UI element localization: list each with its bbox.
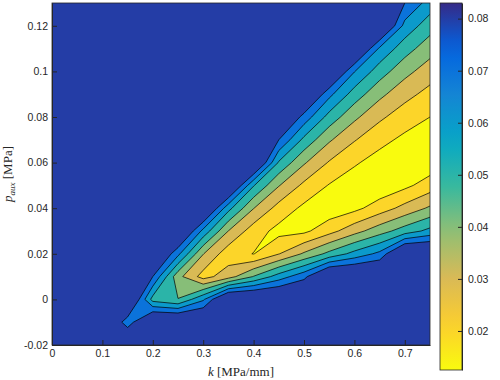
x-tick-label: 0.5 <box>297 347 312 359</box>
y-tick: 0 <box>42 293 57 305</box>
colorbar <box>440 3 462 370</box>
colorbar-tick-label: 0.05 <box>468 169 489 181</box>
y-axis-title: paux [MPa] <box>0 146 17 203</box>
y-axis-subscript: aux <box>7 182 17 195</box>
y-tick-label: 0 <box>42 293 48 305</box>
y-axis: -0.02 0 0.02 0.04 0.06 0.08 0.1 0.12 <box>24 4 57 351</box>
colorbar-tick-mark <box>458 175 462 176</box>
y-tick: -0.02 <box>24 339 57 351</box>
colorbar-tick: 0.02 <box>458 325 489 337</box>
contour-level <box>52 3 430 345</box>
colorbar-tick-mark <box>458 123 462 124</box>
y-tick-label: 0.04 <box>28 202 49 214</box>
x-tick-label: 0.6 <box>348 347 363 359</box>
x-tick-label: 0.7 <box>398 347 413 359</box>
colorbar-tick-label: 0.03 <box>468 273 489 285</box>
y-tick-mark <box>52 117 57 118</box>
colorbar-tick-label: 0.06 <box>468 117 489 129</box>
x-tick-label: 0.2 <box>146 347 161 359</box>
contour-area <box>52 3 430 345</box>
y-tick: 0.12 <box>28 20 57 32</box>
y-tick: 0.06 <box>28 156 57 168</box>
colorbar-tick-label: 0.07 <box>468 65 489 77</box>
colorbar-tick-label: 0.08 <box>468 12 489 24</box>
y-tick: 0.04 <box>28 202 57 214</box>
colorbar-tick-label: 0.02 <box>468 325 489 337</box>
contour-level <box>52 3 430 345</box>
x-axis-line <box>53 345 431 346</box>
colorbar-tick-label: 0.04 <box>468 221 489 233</box>
x-tick: 0.6 <box>348 340 363 359</box>
x-tick-label: 0.4 <box>247 347 262 359</box>
y-tick-label: 0.06 <box>28 156 49 168</box>
x-tick-mark <box>304 340 305 345</box>
x-tick: 0.2 <box>146 340 161 359</box>
x-axis-unit: [MPa/mm] <box>214 364 274 379</box>
colorbar-axis: 0.02 0.03 0.04 0.05 0.06 0.07 0.08 <box>458 4 489 371</box>
y-tick-label: 0.12 <box>28 20 49 32</box>
colorbar-tick: 0.08 <box>458 12 489 24</box>
colorbar-tick-mark <box>458 19 462 20</box>
contour-level <box>52 3 430 345</box>
colorbar-tick: 0.03 <box>458 273 489 285</box>
y-tick-mark <box>52 208 57 209</box>
contour-level <box>52 3 430 345</box>
x-tick-mark <box>153 340 154 345</box>
x-tick-mark <box>203 340 204 345</box>
x-tick: 0.4 <box>247 340 262 359</box>
colorbar-tick-mark <box>458 279 462 280</box>
colorbar-axis-line <box>462 4 463 371</box>
x-axis-title: k [MPa/mm] <box>208 364 274 379</box>
y-tick-label: 0.08 <box>28 111 49 123</box>
y-tick-label: 0.1 <box>33 65 48 77</box>
y-tick-mark <box>52 71 57 72</box>
plot-frame <box>52 3 430 345</box>
colorbar-tick: 0.04 <box>458 221 489 233</box>
x-tick-label: 0.1 <box>96 347 111 359</box>
x-tick: 0.1 <box>96 340 111 359</box>
colorbar-tick: 0.05 <box>458 169 489 181</box>
y-axis-unit: [MPa] <box>0 146 15 182</box>
y-tick-mark <box>52 345 57 346</box>
x-tick-mark <box>254 340 255 345</box>
x-tick-mark <box>354 340 355 345</box>
contour-level <box>52 3 430 345</box>
y-tick-label: 0.02 <box>28 248 49 260</box>
colorbar-tick-mark <box>458 227 462 228</box>
y-tick-mark <box>52 26 57 27</box>
contour-level <box>52 3 430 345</box>
x-tick-label: 0.3 <box>196 347 211 359</box>
x-tick-label: 0 <box>50 347 56 359</box>
x-tick-mark <box>405 340 406 345</box>
y-tick: 0.08 <box>28 111 57 123</box>
y-tick-mark <box>52 254 57 255</box>
x-axis: 0 0.1 0.2 0.3 0.4 0.5 0.6 0.7 <box>50 340 431 359</box>
y-tick-mark <box>52 299 57 300</box>
y-tick-mark <box>52 163 57 164</box>
colorbar-tick: 0.06 <box>458 117 489 129</box>
chart: 00.10.20.30.40.50.60.7-0.0200.020.040.06… <box>0 0 500 380</box>
contour-level <box>52 3 430 345</box>
x-tick: 0.5 <box>297 340 312 359</box>
x-tick: 0.3 <box>196 340 211 359</box>
y-axis-line <box>52 4 53 346</box>
colorbar-tick: 0.07 <box>458 65 489 77</box>
contour-base <box>52 3 430 345</box>
colorbar-tick-mark <box>458 71 462 72</box>
x-tick: 0.7 <box>398 340 413 359</box>
x-tick-mark <box>102 340 103 345</box>
y-tick-label: -0.02 <box>24 339 48 351</box>
colorbar-tick-mark <box>458 331 462 332</box>
y-tick: 0.1 <box>33 65 57 77</box>
y-tick: 0.02 <box>28 248 57 260</box>
